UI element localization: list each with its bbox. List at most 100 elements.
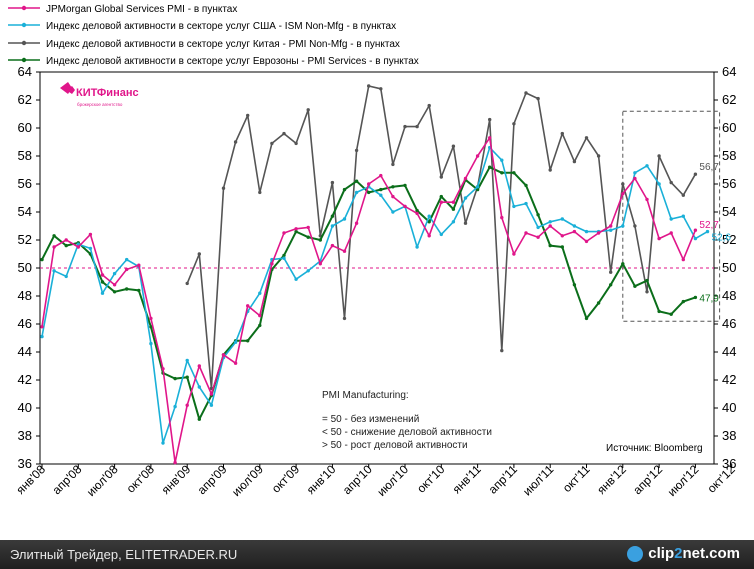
point-euro <box>512 171 516 175</box>
point-china <box>403 124 407 129</box>
point-china <box>270 141 274 146</box>
legend-label-usa: Индекс деловой активности в секторе услу… <box>46 21 396 32</box>
point-china <box>572 159 577 164</box>
point-global <box>633 176 637 181</box>
point-euro <box>52 234 56 238</box>
y-left-tick-label: 58 <box>18 148 32 163</box>
y-left-tick-label: 50 <box>18 260 32 275</box>
point-global <box>342 249 347 253</box>
point-china <box>379 87 383 91</box>
point-china <box>536 96 540 101</box>
x-tick-label: янв'10 <box>304 462 339 497</box>
point-euro <box>137 288 141 293</box>
point-euro <box>427 220 431 224</box>
footer-brand-b: 2 <box>674 545 683 562</box>
point-euro <box>693 295 698 300</box>
y-right-tick-label: 58 <box>722 148 736 163</box>
point-euro <box>633 284 637 288</box>
point-usa <box>439 232 443 237</box>
y-right-tick-label: 62 <box>722 92 736 107</box>
series-line-euro <box>41 166 696 421</box>
point-euro <box>306 235 310 239</box>
legend-label-china: Индекс деловой активности в секторе услу… <box>46 39 400 50</box>
x-tick-label: окт'11 <box>560 462 593 495</box>
point-global <box>560 234 564 238</box>
point-euro <box>112 290 117 294</box>
y-right-tick-label: 54 <box>722 204 736 219</box>
point-china <box>609 270 613 274</box>
source-label: Источник: Bloomberg <box>606 443 703 454</box>
point-usa <box>645 164 649 168</box>
point-usa <box>197 385 201 389</box>
y-left-tick-label: 64 <box>18 64 32 79</box>
point-global <box>403 204 407 209</box>
point-china <box>282 131 286 136</box>
y-right-tick-label: 40 <box>722 400 736 415</box>
point-china <box>681 193 685 197</box>
point-usa <box>657 182 661 186</box>
x-tick-label: окт'08 <box>124 462 158 496</box>
y-right-tick-label: 42 <box>722 372 736 387</box>
point-usa <box>584 229 589 234</box>
point-global <box>367 182 371 186</box>
point-china <box>596 154 601 158</box>
point-global <box>100 273 105 277</box>
x-tick-label: янв'11 <box>450 462 484 496</box>
y-right-tick-label: 60 <box>722 120 736 135</box>
point-euro <box>403 183 407 188</box>
point-euro <box>572 283 577 287</box>
point-usa <box>282 256 286 260</box>
point-usa <box>100 291 105 295</box>
legend-item-global: JPMorgan Global Services PMI - в пунктах <box>8 4 237 15</box>
y-right-tick-label: 56 <box>722 176 736 191</box>
point-euro <box>367 190 371 195</box>
x-tick-label: янв'12 <box>594 462 629 497</box>
y-left-tick-label: 54 <box>18 204 32 219</box>
point-euro <box>536 213 540 217</box>
point-usa <box>64 274 68 279</box>
point-euro <box>379 187 383 192</box>
point-china <box>657 154 661 158</box>
point-euro <box>548 243 552 248</box>
point-euro <box>40 257 44 262</box>
series-line-usa <box>41 146 708 444</box>
point-euro <box>500 171 504 175</box>
point-usa <box>306 269 310 273</box>
point-usa <box>524 201 528 206</box>
point-global <box>221 353 226 357</box>
point-global <box>596 231 601 235</box>
point-usa <box>536 225 540 230</box>
point-euro <box>475 187 480 192</box>
point-china <box>512 122 516 126</box>
point-usa <box>125 257 129 262</box>
x-tick-label: июл'09 <box>229 462 266 499</box>
point-global <box>451 200 456 204</box>
point-usa <box>354 190 359 195</box>
point-global <box>693 228 698 232</box>
point-global <box>524 231 528 235</box>
point-euro <box>669 312 673 316</box>
point-china <box>439 175 443 179</box>
point-china <box>294 141 298 146</box>
point-global <box>209 392 214 396</box>
point-global <box>645 197 649 202</box>
y-right-tick-label: 48 <box>722 288 736 303</box>
series-layer <box>40 84 710 465</box>
x-tick-label: июл'12 <box>665 462 702 499</box>
pmi-note: PMI Manufacturing: = 50 - без изменений … <box>322 390 492 451</box>
point-euro <box>318 238 322 242</box>
legend-marker-euro <box>21 57 27 63</box>
point-euro <box>149 325 153 329</box>
point-usa <box>560 217 564 221</box>
point-usa <box>633 171 637 175</box>
point-china <box>342 316 347 321</box>
point-euro <box>488 165 492 169</box>
point-china <box>463 221 468 225</box>
point-global <box>536 235 540 239</box>
point-global <box>270 262 274 266</box>
point-global <box>185 403 189 407</box>
y-left-tick-label: 36 <box>18 456 32 471</box>
point-global <box>548 224 552 228</box>
point-euro <box>246 339 250 343</box>
point-global <box>258 313 262 318</box>
